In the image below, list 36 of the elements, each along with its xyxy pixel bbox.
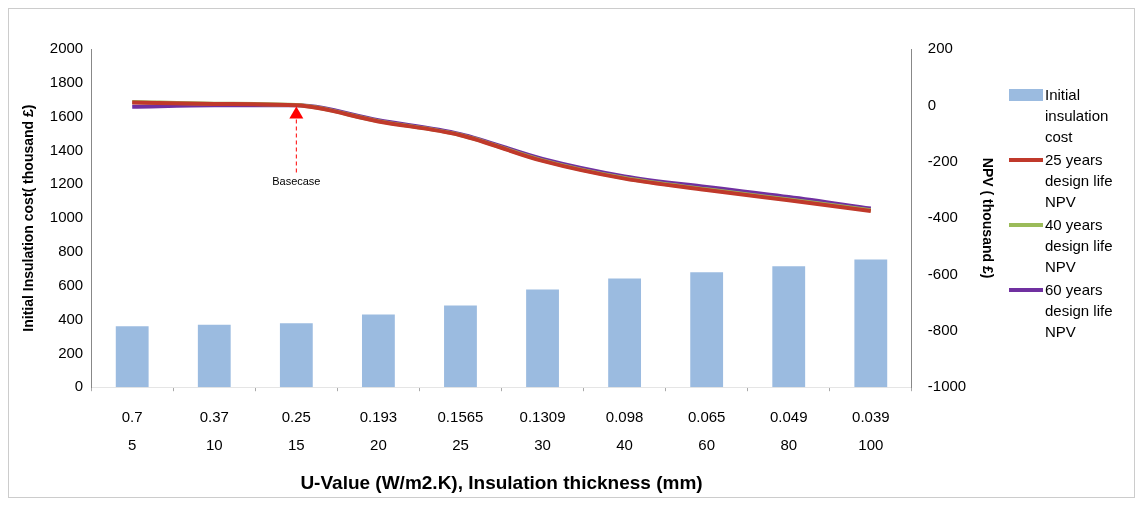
x-tick-label: 0.039 100 xyxy=(852,407,890,454)
legend-label: 25 years design life NPV xyxy=(1045,150,1114,212)
x-tick-label: 0.37 10 xyxy=(199,407,229,454)
x-tick-label: 0.1309 30 xyxy=(519,407,566,454)
y-tick-label: 800 xyxy=(58,242,84,260)
x-axis-title: U-Value (W/m2.K), Insulation thickness (mm) xyxy=(300,471,703,493)
x-tick-label: 0.065 60 xyxy=(687,407,726,454)
y2-tick-label: 200 xyxy=(927,39,953,57)
y-tick-label: 1600 xyxy=(49,106,84,124)
y-tick-label: 1400 xyxy=(49,140,84,158)
x-tick-label: 0.25 15 xyxy=(281,407,311,454)
y-tick-label: 2000 xyxy=(49,39,84,57)
y-tick-label: 600 xyxy=(58,275,84,293)
y-tick-label: 1000 xyxy=(49,208,84,226)
y2-tick-label: -800 xyxy=(927,320,958,338)
y2-tick-label: -600 xyxy=(927,264,958,282)
y-tick-label: 0 xyxy=(74,377,84,395)
y-tick-label: 1200 xyxy=(49,174,84,192)
x-tick-label: 0.049 80 xyxy=(769,407,808,454)
x-tick-label: 0.098 40 xyxy=(605,407,644,454)
y2-tick-label: -200 xyxy=(927,151,958,169)
legend-label: 60 years design life NPV xyxy=(1045,280,1114,342)
y2-tick-label: -1000 xyxy=(927,377,967,395)
y-tick-label: 400 xyxy=(58,309,84,327)
legend-label: Initial insulation cost xyxy=(1045,85,1110,147)
x-tick-label: 0.193 20 xyxy=(359,407,398,454)
x-tick-label: 0.7 5 xyxy=(121,407,143,454)
y2-axis-title: NPV ( thousand £) xyxy=(979,157,996,279)
y-tick-label: 200 xyxy=(58,343,84,361)
y2-tick-label: 0 xyxy=(927,95,937,113)
x-tick-label: 0.1565 25 xyxy=(437,407,484,454)
y2-tick-label: -400 xyxy=(927,208,958,226)
annotation: Basecase xyxy=(272,175,321,188)
legend-label: 40 years design life NPV xyxy=(1045,215,1114,277)
y-tick-label: 1800 xyxy=(49,72,84,90)
y-axis-title: Initial Insulation cost( thousand £) xyxy=(20,104,37,332)
